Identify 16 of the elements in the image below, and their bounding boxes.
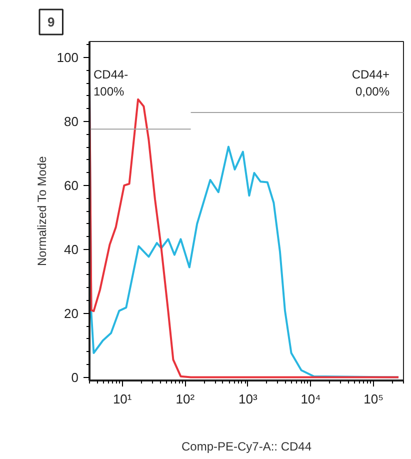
- y-axis-title: Normalized To Mode: [34, 156, 49, 266]
- x-tick-label: 10¹: [112, 392, 132, 406]
- y-tick-label: 0: [71, 370, 79, 385]
- x-tick-label: 10⁴: [300, 392, 321, 406]
- annotation: CD44+ 0,00%: [352, 68, 390, 98]
- x-axis-title: Comp-PE-Cy7-A:: CD44: [181, 440, 312, 454]
- y-tick-label: 80: [64, 114, 79, 129]
- y-tick-label: 40: [64, 242, 79, 257]
- y-tick-label: 100: [56, 50, 79, 65]
- x-tick-label: 10³: [238, 392, 258, 406]
- x-tick-label: 10⁵: [364, 392, 384, 406]
- y-tick-label: 20: [64, 306, 79, 321]
- chart-title: 9: [48, 14, 55, 30]
- y-tick-label: 60: [64, 178, 79, 193]
- annotation: CD44- 100%: [94, 68, 128, 98]
- x-tick-label: 10²: [176, 392, 196, 406]
